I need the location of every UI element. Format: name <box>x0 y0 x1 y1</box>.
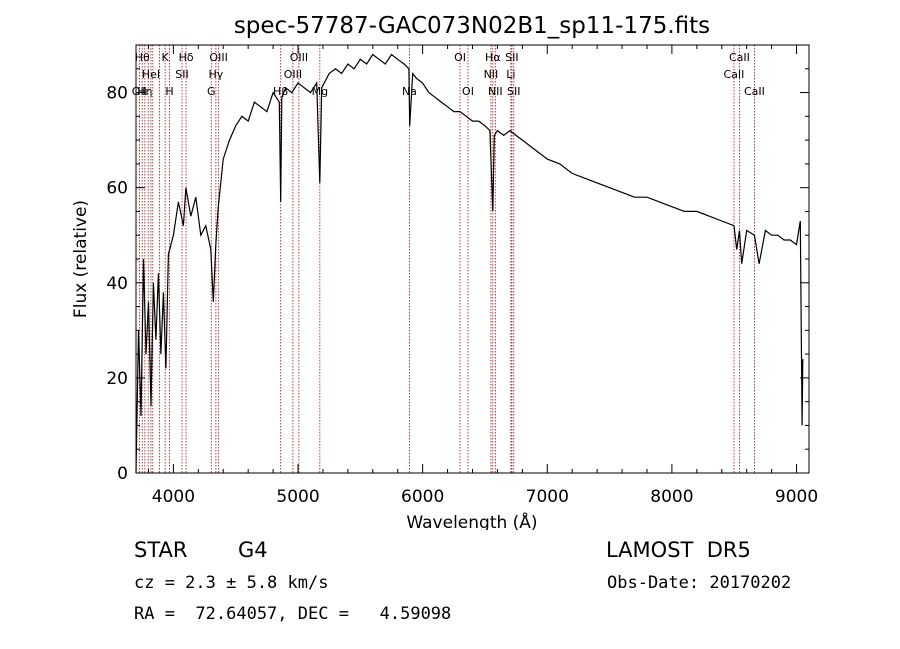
line-marker-label: OIII <box>209 51 227 64</box>
line-marker-label: H <box>165 85 173 98</box>
y-tick-label: 40 <box>106 274 128 294</box>
spectral-subclass: G4 <box>238 538 268 562</box>
spectrum-line <box>135 53 804 474</box>
observation-date: Obs-Date: 20170202 <box>607 573 792 593</box>
survey-name: LAMOST DR5 <box>606 538 751 562</box>
line-marker-label: G <box>207 85 216 98</box>
line-marker-label: OI <box>462 85 474 98</box>
plot-frame <box>135 44 810 474</box>
line-marker-label: K <box>162 51 170 64</box>
line-markers <box>138 45 755 473</box>
spectrum-chart: spec-57787-GAC073N02B1_sp11-175.fits OII… <box>71 13 818 530</box>
coordinates: RA = 72.64057, DEC = 4.59098 <box>134 604 452 624</box>
line-marker-label: Hδ <box>179 51 194 64</box>
line-marker-label: Hα <box>485 51 501 64</box>
line-marker-label: OI <box>454 51 466 64</box>
line-marker-label: SII <box>507 85 520 98</box>
x-tick-label: 8000 <box>650 487 693 507</box>
line-marker-label: NII <box>484 68 499 81</box>
y-tick-label: 60 <box>106 179 128 199</box>
line-marker-label: Li <box>506 68 515 81</box>
line-marker-label: NII <box>488 85 503 98</box>
line-marker-label: Hγ <box>208 68 223 81</box>
x-axis-ticks: 4000 5000 6000 7000 8000 9000 <box>147 45 818 507</box>
line-marker-label: CaII <box>729 51 750 64</box>
x-tick-label: 5000 <box>276 487 319 507</box>
line-marker-label: Hθ <box>135 51 150 64</box>
line-marker-label: CaII <box>724 68 745 81</box>
line-marker-label: HeI <box>142 68 160 81</box>
y-tick-label: 80 <box>106 84 128 104</box>
y-axis-label: Flux (relative) <box>71 200 91 318</box>
y-tick-label: 20 <box>106 369 128 389</box>
line-marker-label: OIII <box>284 68 302 81</box>
object-type: STAR <box>134 538 188 562</box>
x-tick-label: 9000 <box>775 487 818 507</box>
line-marker-label: Hβ <box>273 85 288 98</box>
redshift-value: cz = 2.3 ± 5.8 km/s <box>134 573 329 593</box>
x-tick-label: 7000 <box>526 487 569 507</box>
line-marker-label: SII <box>175 68 188 81</box>
line-marker-label: OIII <box>290 51 308 64</box>
x-axis-label: Wavelength (Å) <box>406 511 537 530</box>
x-tick-label: 4000 <box>152 487 195 507</box>
y-axis-ticks: 0 20 40 60 80 <box>106 68 809 484</box>
y-tick-label: 0 <box>117 464 128 484</box>
chart-title: spec-57787-GAC073N02B1_sp11-175.fits <box>234 13 710 39</box>
x-tick-label: 6000 <box>401 487 444 507</box>
line-marker-label: Mg <box>312 85 328 98</box>
line-marker-label: CaII <box>744 85 765 98</box>
line-marker-label: Hη <box>137 85 152 98</box>
line-marker-label: SII <box>505 51 518 64</box>
